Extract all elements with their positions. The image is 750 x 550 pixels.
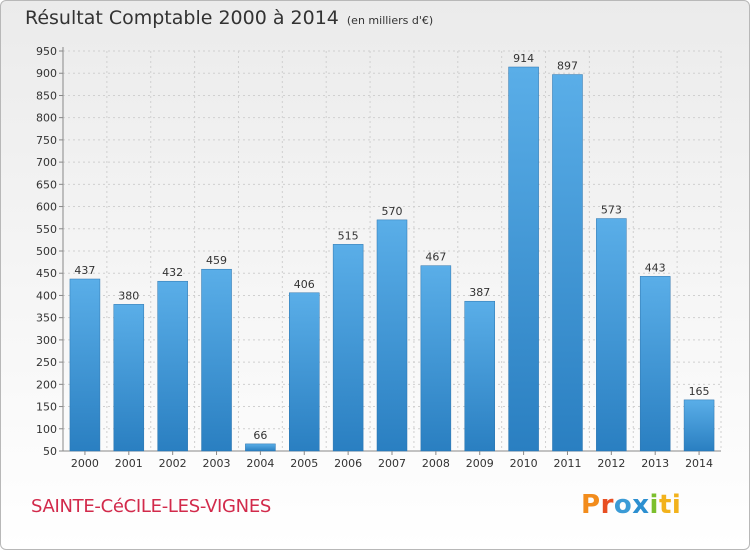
bar — [157, 280, 188, 452]
y-tick-label: 600 — [36, 201, 57, 214]
x-tick-label: 2008 — [422, 457, 450, 470]
bar — [464, 300, 495, 452]
bar — [596, 218, 627, 452]
bar-value-label: 165 — [689, 385, 710, 398]
x-tick-label: 2002 — [159, 457, 187, 470]
y-tick-label: 400 — [36, 289, 57, 302]
bar-value-label: 515 — [338, 229, 359, 242]
logo-letter: i — [649, 490, 659, 520]
bar — [683, 399, 715, 452]
y-tick-label: 800 — [36, 112, 57, 125]
bar — [245, 443, 276, 452]
y-tick-label: 750 — [36, 134, 57, 147]
bar — [376, 219, 408, 452]
bar-value-label: 467 — [425, 251, 446, 264]
bar — [420, 265, 452, 452]
logo-letter: o — [613, 490, 633, 520]
bar-value-label: 443 — [645, 261, 666, 274]
bar-value-label: 437 — [74, 264, 95, 277]
bar — [289, 292, 320, 452]
bar-value-label: 432 — [162, 266, 183, 279]
y-tick-label: 700 — [36, 156, 57, 169]
bar-value-label: 380 — [118, 289, 139, 302]
bar-value-label: 387 — [469, 286, 490, 299]
x-tick-label: 2005 — [290, 457, 318, 470]
bar-value-label: 459 — [206, 254, 227, 267]
logo-letter: x — [632, 490, 650, 520]
x-tick-label: 2009 — [466, 457, 494, 470]
proxiti-logo: Proxiti — [581, 490, 681, 520]
bar — [113, 304, 145, 452]
y-tick-label: 50 — [43, 445, 57, 458]
y-tick-label: 850 — [36, 89, 57, 102]
x-tick-label: 2001 — [115, 457, 143, 470]
bar-value-label: 897 — [557, 60, 578, 73]
x-tick-label: 2011 — [553, 457, 581, 470]
bar-value-label: 66 — [253, 429, 267, 442]
bar — [201, 268, 232, 452]
bar-value-label: 914 — [513, 52, 534, 65]
y-tick-label: 150 — [36, 401, 57, 414]
logo-letter: P — [581, 490, 601, 520]
x-tick-label: 2006 — [334, 457, 362, 470]
commune-name: SAINTE-CéCILE-LES-VIGNES — [31, 496, 272, 517]
bar — [69, 278, 101, 452]
x-tick-label: 2010 — [510, 457, 538, 470]
y-tick-label: 450 — [36, 267, 57, 280]
x-tick-label: 2013 — [641, 457, 669, 470]
logo-letter: ti — [658, 490, 682, 520]
chart-subtitle: (en milliers d'€) — [346, 14, 434, 27]
chart-title: Résultat Comptable 2000 à 2014 — [25, 7, 339, 29]
y-tick-label: 550 — [36, 223, 57, 236]
logo-letter: r — [600, 490, 614, 520]
bar — [508, 66, 539, 452]
bar — [552, 74, 583, 452]
bar-value-label: 570 — [382, 205, 403, 218]
y-tick-label: 350 — [36, 312, 57, 325]
y-tick-label: 250 — [36, 356, 57, 369]
x-tick-label: 2012 — [597, 457, 625, 470]
y-tick-label: 650 — [36, 178, 57, 191]
bar — [332, 244, 364, 452]
bar-value-label: 573 — [601, 204, 622, 217]
x-tick-label: 2007 — [378, 457, 406, 470]
bar-value-label: 406 — [294, 278, 315, 291]
x-tick-label: 2003 — [203, 457, 231, 470]
y-tick-label: 500 — [36, 245, 57, 258]
y-tick-label: 300 — [36, 334, 57, 347]
x-tick-label: 2014 — [685, 457, 713, 470]
y-tick-label: 200 — [36, 378, 57, 391]
chart-title-block: Résultat Comptable 2000 à 2014 (en millie… — [25, 7, 433, 29]
y-tick-label: 900 — [36, 67, 57, 80]
x-tick-label: 2004 — [246, 457, 274, 470]
bar — [639, 276, 671, 452]
x-tick-label: 2000 — [71, 457, 99, 470]
y-tick-label: 100 — [36, 423, 57, 436]
y-tick-label: 950 — [36, 45, 57, 58]
